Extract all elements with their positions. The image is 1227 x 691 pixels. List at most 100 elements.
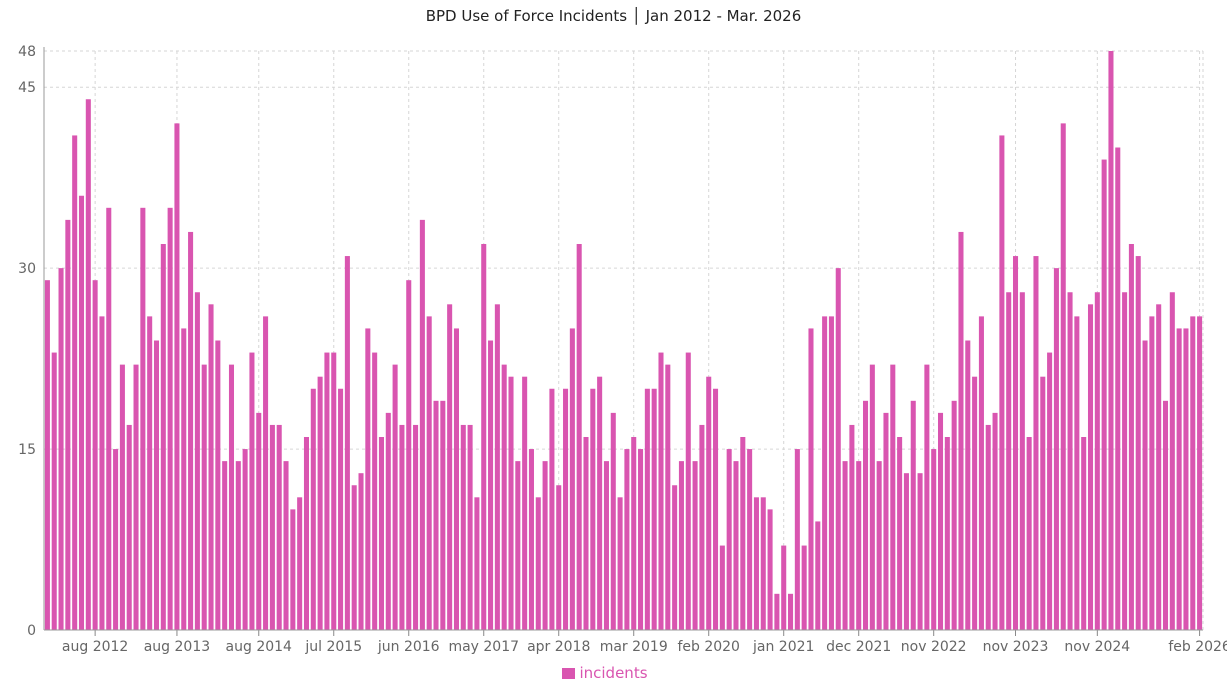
bar [358,473,364,630]
bar [1169,292,1175,630]
x-tick-label: apr 2018 [527,639,590,655]
bar [1087,304,1094,630]
bar [324,352,330,630]
bar [488,340,494,630]
bar [406,280,412,630]
bar [290,509,296,630]
bar [85,99,91,630]
bar [106,207,112,630]
bar [726,449,732,630]
bar [188,231,194,630]
bar [965,340,971,630]
bar [1047,352,1053,630]
bar [1060,123,1066,630]
x-tick-label: jan 2021 [752,639,814,655]
bar [508,376,514,630]
bar [842,461,848,630]
bar [583,437,589,630]
bar [208,304,214,630]
y-tick-label: 30 [18,261,36,277]
legend-label-incidents[interactable]: incidents [579,664,648,682]
bar [392,364,398,630]
bar [160,244,166,630]
bar [72,135,78,630]
bar [215,340,221,630]
bar [903,473,909,630]
bar [822,316,828,630]
bar [453,328,459,630]
x-tick-label: feb 2020 [677,639,740,655]
bar [788,593,794,630]
bar [835,268,841,630]
bar [235,461,241,630]
x-tick-label: mar 2019 [600,639,668,655]
bar [65,219,71,630]
bar [44,280,50,630]
bar [808,328,814,630]
bar [440,400,446,630]
x-tick-label: nov 2022 [901,639,967,655]
bar [685,352,691,630]
bar [467,424,473,630]
bar [1115,147,1121,630]
chart-title: BPD Use of Force Incidents │ Jan 2012 - … [425,7,802,25]
bar [133,364,139,630]
y-tick-label: 15 [18,442,36,458]
bar [501,364,507,630]
bar [1026,437,1032,630]
bar [713,388,719,630]
bar [1006,292,1012,630]
bar [849,424,855,630]
bar [549,388,555,630]
legend[interactable]: incidents [0,664,1210,682]
bar [1033,256,1039,630]
bar [944,437,950,630]
bar [747,449,753,630]
bar [794,449,800,630]
bar [1074,316,1080,630]
bar [1135,256,1141,630]
y-tick-label: 45 [18,80,36,96]
bar [385,412,391,630]
bar [617,497,623,630]
bar [528,449,534,630]
bar [740,437,746,630]
bar [276,424,282,630]
bar [1176,328,1182,630]
y-tick-label: 48 [18,44,36,60]
bar [263,316,269,630]
bar [678,461,684,630]
bar [1197,316,1203,630]
bar [242,449,248,630]
bar [658,352,664,630]
bar [869,364,875,630]
bar [515,461,521,630]
bar [576,244,582,630]
bar [1081,437,1087,630]
x-tick-label: aug 2012 [62,639,128,655]
bar [249,352,255,630]
bar [460,424,466,630]
bar [167,207,173,630]
bar [692,461,698,630]
bar [856,461,862,630]
legend-swatch [562,668,576,679]
bar [1190,316,1196,630]
bar [767,509,773,630]
x-tick-label: aug 2014 [226,639,293,655]
bar [1101,159,1107,630]
bar [883,412,889,630]
bar [433,400,439,630]
bar [828,316,834,630]
bar [1156,304,1162,630]
bar [890,364,896,630]
bar [937,412,944,630]
bar [317,376,323,630]
bar [563,388,569,630]
bar [99,316,105,630]
x-tick-label: nov 2023 [983,639,1049,655]
bar [978,316,984,630]
bar [1142,340,1148,630]
bar [733,461,739,630]
bar [174,123,180,630]
